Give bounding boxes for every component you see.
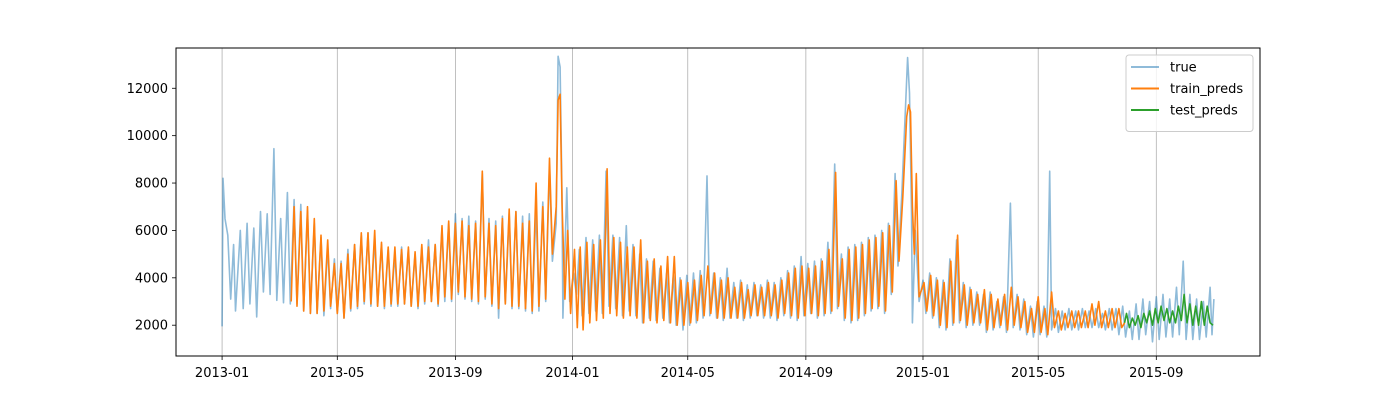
x-tick-label: 2014-05 [661, 366, 715, 381]
x-tick-label: 2013-01 [195, 366, 249, 381]
plot-frame [175, 47, 1261, 357]
y-tick-label: 8000 [135, 177, 168, 192]
x-axis: 2013-01 2013-05 2013-09 2014-01 2014-05 2014-… [195, 356, 1183, 381]
legend-label: true [1170, 61, 1197, 76]
y-tick-label: 12000 [127, 82, 168, 97]
x-tick-label: 2015-09 [1129, 366, 1183, 381]
x-tick-label: 2013-05 [310, 366, 364, 381]
y-tick-label: 4000 [135, 271, 168, 286]
y-tick-label: 10000 [127, 129, 168, 144]
y-axis: 2000 4000 6000 8000 10000 12000 [127, 82, 176, 334]
y-tick-label: 6000 [135, 224, 168, 239]
series-line-train_preds [290, 93, 1126, 336]
y-tick-label: 2000 [135, 319, 168, 334]
legend-label: train_preds [1170, 82, 1243, 97]
legend: true train_preds test_preds [1125, 54, 1254, 132]
x-tick-label: 2014-09 [779, 366, 833, 381]
legend-label: test_preds [1170, 104, 1238, 119]
x-tick-label: 2015-05 [1011, 366, 1065, 381]
legend-box [1125, 54, 1254, 132]
series-lines [221, 55, 1215, 343]
x-tick-label: 2015-01 [896, 366, 950, 381]
x-tick-label: 2013-09 [428, 366, 482, 381]
series-line-test_preds [1123, 293, 1214, 329]
x-tick-label: 2014-01 [545, 366, 599, 381]
